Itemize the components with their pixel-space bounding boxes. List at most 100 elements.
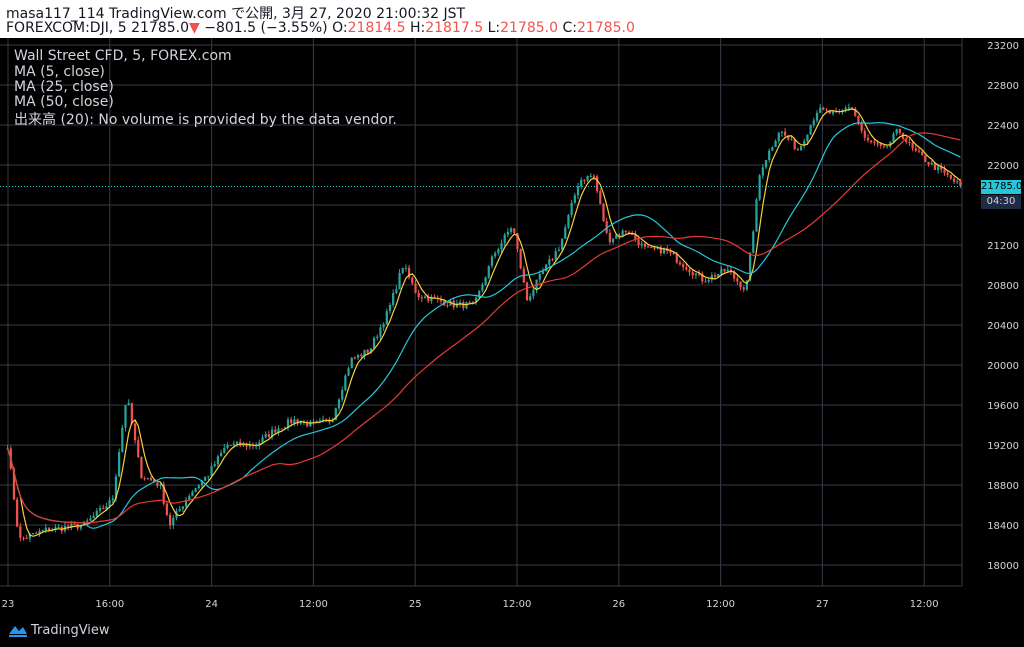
candle-body <box>541 271 545 274</box>
candle-body <box>280 428 283 430</box>
legend-ma50[interactable]: MA (50, close) <box>14 94 114 110</box>
candle-body <box>924 155 927 162</box>
candle-body <box>570 202 573 216</box>
candle-body <box>764 160 768 168</box>
candle-body <box>870 140 873 143</box>
ma25-line <box>7 122 961 529</box>
candle-body <box>232 443 235 445</box>
candle-body <box>529 296 532 301</box>
candle-body <box>181 506 184 509</box>
ma50-line <box>7 132 961 524</box>
candle-body <box>538 273 541 280</box>
candle-body <box>321 419 325 421</box>
candle-body <box>589 175 592 177</box>
candle-body <box>917 150 921 152</box>
candle-body <box>293 419 296 424</box>
candle-body <box>885 146 889 148</box>
candle-body <box>697 273 701 275</box>
candle-body <box>458 302 462 304</box>
candle-body <box>184 499 188 507</box>
x-tick-label: 12:00 <box>503 599 532 610</box>
candle-body <box>146 478 149 480</box>
candle-body <box>819 107 822 113</box>
candle-body <box>229 444 232 446</box>
candle-body <box>943 169 946 173</box>
footer-bar: TradingView <box>0 614 1024 647</box>
candle-body <box>691 272 694 276</box>
candle-body <box>710 275 713 280</box>
candle-body <box>143 478 146 480</box>
tradingview-logo-icon[interactable] <box>8 622 28 638</box>
candle-body <box>551 259 554 261</box>
candle-body <box>207 475 210 477</box>
legend-ma5[interactable]: MA (5, close) <box>14 64 105 80</box>
candle-body <box>685 267 688 270</box>
candle-body <box>755 199 758 232</box>
candle-body <box>127 403 130 406</box>
legend-title: Wall Street CFD, 5, FOREX.com <box>14 48 232 64</box>
candle-body <box>73 523 76 525</box>
candle-body <box>854 108 857 116</box>
low-value: 21785.0 <box>500 20 558 36</box>
candle-body <box>876 143 879 145</box>
candle-body <box>433 296 436 299</box>
candle-body <box>513 228 516 234</box>
candle-body <box>889 141 892 147</box>
candle-body <box>296 419 299 424</box>
candle-body <box>12 468 16 500</box>
candle-body <box>41 530 44 532</box>
candle-body <box>188 495 191 500</box>
y-tick-label: 21200 <box>987 241 1019 252</box>
candle-body <box>474 297 478 302</box>
candle-body <box>844 108 847 110</box>
candle-body <box>567 215 570 228</box>
candle-body <box>640 243 643 246</box>
candle-body <box>548 259 551 265</box>
candle-body <box>803 141 806 146</box>
candle-body <box>194 488 197 492</box>
candle-body <box>898 129 901 133</box>
candle-body <box>761 167 764 176</box>
y-tick-label: 20400 <box>987 321 1019 332</box>
candle-body <box>471 301 474 303</box>
candle-body <box>407 267 411 278</box>
candle-body <box>337 399 341 409</box>
candle-body <box>634 234 637 240</box>
candle-body <box>736 278 739 282</box>
candle-body <box>850 107 854 109</box>
candle-body <box>430 296 433 302</box>
candle-body <box>44 527 47 531</box>
chart-area[interactable]: 18000 18400 18800 19200 19600 20000 20400 20800… <box>0 38 1024 614</box>
candle-body <box>908 141 911 143</box>
candle-body <box>156 482 159 486</box>
legend-ma25[interactable]: MA (25, close) <box>14 79 114 95</box>
candle-body <box>516 233 519 249</box>
x-tick-label: 24 <box>205 599 218 610</box>
ma5-line <box>7 108 961 537</box>
candle-body <box>401 268 404 274</box>
legend-volume[interactable]: 出来高 (20): No volume is provided by the d… <box>14 112 397 128</box>
candle-body <box>70 523 73 528</box>
candle-body <box>806 134 809 142</box>
candle-body <box>933 162 937 170</box>
candle-body <box>675 253 678 263</box>
candle-body <box>353 357 357 359</box>
candle-body <box>290 419 293 424</box>
price-chart[interactable]: 18000 18400 18800 19200 19600 20000 20400 20800… <box>0 38 1024 614</box>
candle-body <box>799 145 803 151</box>
chart-header: masa117_114 TradingView.com で公開, 3月 27, … <box>0 0 1024 38</box>
candle-body <box>707 279 710 282</box>
candle-body <box>554 251 557 260</box>
candle-body <box>525 282 529 301</box>
open-label: O: <box>332 20 348 36</box>
footer-brand[interactable]: TradingView <box>31 623 110 638</box>
candle-body <box>121 427 124 453</box>
symbol-line: FOREXCOM:DJI, 5 21785.0▼ −801.5 (−3.55%)… <box>6 20 635 36</box>
candle-body <box>790 139 793 141</box>
candle-body <box>503 234 506 244</box>
candle-body <box>771 146 774 151</box>
candle-body <box>490 256 494 266</box>
candle-body <box>398 273 401 290</box>
candle-body <box>678 262 682 265</box>
candle-body <box>178 508 181 512</box>
